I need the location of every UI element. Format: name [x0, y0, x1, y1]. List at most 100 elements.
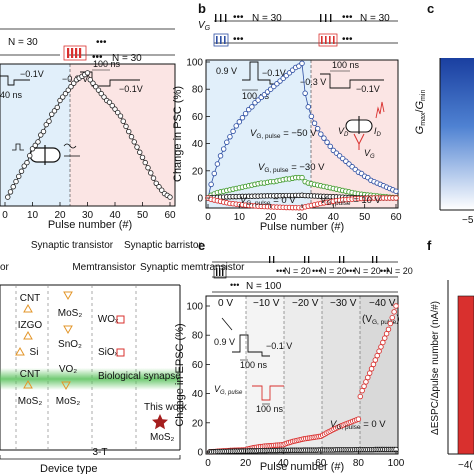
- panel-b-vd-ticks: [213, 33, 338, 47]
- panel-c: c Gmax/Gmin −5: [414, 1, 474, 226]
- panel-a-point: [126, 128, 132, 135]
- panel-a-point: [167, 194, 173, 200]
- x-tick-label: 0: [205, 458, 211, 469]
- panel-b: b VG ••• N = 30 ••• N = 30 ••• ••• 0.9 V…: [172, 1, 402, 233]
- panel-b-point: [393, 188, 399, 194]
- panel-e-point: [365, 374, 371, 381]
- panel-a-point: [131, 139, 137, 145]
- svg-text:This work: This work: [144, 402, 188, 413]
- y-tick-label: 20: [192, 418, 204, 429]
- svg-text:−0.1V: −0.1V: [20, 69, 44, 79]
- panel-a-point: [142, 159, 148, 166]
- panel-a-point: [93, 83, 99, 90]
- panel-a-point: [40, 128, 47, 135]
- panel-d-biological-band: [0, 368, 180, 390]
- panel-b-xticks: 0 10 20 30 40 50 60: [205, 204, 402, 223]
- panel-d-biological-label: Biological synapse: [98, 371, 181, 382]
- svg-text:100 ns: 100 ns: [242, 91, 270, 101]
- panel-b-letter: b: [198, 1, 206, 16]
- panel-b-point: [233, 123, 239, 129]
- svg-text:CNT: CNT: [20, 369, 41, 380]
- panel-b-point: [318, 131, 324, 137]
- panel-a-dots-2: •••: [92, 52, 103, 63]
- panel-b-xlabel: Pulse number (#): [260, 221, 344, 233]
- panel-c-xtick: −5: [462, 215, 474, 226]
- panel-a-point: [29, 146, 36, 152]
- panel-b-point: [299, 174, 305, 181]
- panel-e-point: [368, 366, 375, 372]
- panel-b-point: [311, 120, 318, 126]
- panel-b-point: [305, 104, 311, 110]
- panel-a-point: [120, 118, 126, 124]
- panel-b-point: [227, 134, 233, 140]
- panel-e-point: [378, 344, 384, 350]
- panel-b-point: [327, 143, 333, 150]
- panel-a-point: [43, 121, 49, 128]
- panel-e-region-label-0: 0 V: [218, 298, 233, 309]
- svg-text:100 ns: 100 ns: [240, 360, 268, 370]
- y-tick-label: 60: [192, 360, 204, 371]
- panel-b-vg-label: VG: [198, 20, 211, 32]
- panel-f-bar: [457, 295, 474, 455]
- panel-a-point: [71, 80, 77, 86]
- panel-a-point: [106, 99, 113, 105]
- panel-a-n-label-1: N = 30: [8, 37, 38, 48]
- panel-a-point: [150, 175, 157, 181]
- panel-a-point: [159, 187, 165, 193]
- panel-b-point: [321, 135, 327, 141]
- panel-d-cat-partial: or: [0, 262, 10, 273]
- panel-f-letter: f: [427, 238, 432, 253]
- panel-e-black-label: VG, pulse = 0 V: [330, 419, 386, 431]
- panel-a-point: [109, 102, 115, 109]
- panel-c-ylabel: Gmax/Gmin: [414, 90, 427, 135]
- svg-text:100 ns: 100 ns: [332, 60, 360, 70]
- panel-b-point: [299, 60, 305, 67]
- panel-e-point: [370, 361, 377, 368]
- panel-a-point: [32, 142, 38, 149]
- panel-d-xlabel: Device type: [40, 463, 97, 474]
- x-tick-label: 40: [328, 212, 340, 223]
- panel-a-dots: •••: [96, 37, 107, 48]
- panel-b-point: [211, 170, 217, 177]
- panel-b-point: [224, 139, 230, 145]
- panel-e-dots-1: •••: [276, 266, 285, 276]
- panel-b-device-icon: VD ID VG: [338, 101, 385, 160]
- panel-a-point: [46, 118, 52, 124]
- panel-b-n-label-2: N = 30: [360, 13, 390, 24]
- x-tick-label: 20: [54, 210, 66, 221]
- panel-a-point: [123, 123, 129, 130]
- panel-a-point: [115, 109, 121, 116]
- svg-text:100 ns: 100 ns: [256, 404, 284, 414]
- svg-text:MoS₂: MoS₂: [18, 396, 43, 407]
- panel-d-marker-sno2: SnO₂: [58, 325, 82, 350]
- panel-e-point: [363, 379, 369, 385]
- svg-text:−0.3 V: −0.3 V: [300, 77, 326, 87]
- y-tick-label: 0: [197, 448, 203, 459]
- y-tick-label: 40: [192, 389, 204, 400]
- panel-c-letter: c: [427, 1, 434, 16]
- panel-e-point: [380, 339, 386, 346]
- panel-e: e ••• N = 20 ••• N = 20 ••• N = 20 ••• N…: [174, 238, 413, 473]
- panel-a-point: [145, 165, 151, 171]
- svg-text:0.9 V: 0.9 V: [216, 66, 237, 76]
- svg-text:100 ns: 100 ns: [93, 59, 121, 69]
- panel-d-marker-cnt-2: CNT: [20, 369, 41, 389]
- svg-text:IZGO: IZGO: [18, 320, 43, 331]
- panel-b-series-label-red: VG, pulse = 10 V: [320, 195, 382, 207]
- panel-e-point: [389, 314, 395, 321]
- panel-a: N = 30 ••• ••• N = 30 −0.1V 40 ns 100 ns: [0, 28, 176, 231]
- panel-e-region-label-1: −10 V: [253, 298, 280, 309]
- panel-a-point: [51, 108, 58, 114]
- x-tick-label: 20: [240, 458, 252, 469]
- panel-e-n20-1: N = 20: [284, 266, 311, 276]
- svg-text:−0.1 V: −0.1 V: [266, 341, 292, 351]
- panel-e-xlabel: Pulse number (#): [260, 461, 344, 473]
- panel-a-point: [117, 113, 124, 119]
- svg-text:40 ns: 40 ns: [0, 90, 23, 100]
- panel-e-point: [355, 416, 362, 422]
- panel-e-ylabel: Change in EPSC (%): [174, 323, 186, 426]
- panel-a-blue-region: [0, 64, 70, 206]
- panel-e-region-label-3: −30 V: [330, 298, 357, 309]
- panel-b-point: [308, 113, 315, 120]
- panel-a-point: [35, 139, 41, 145]
